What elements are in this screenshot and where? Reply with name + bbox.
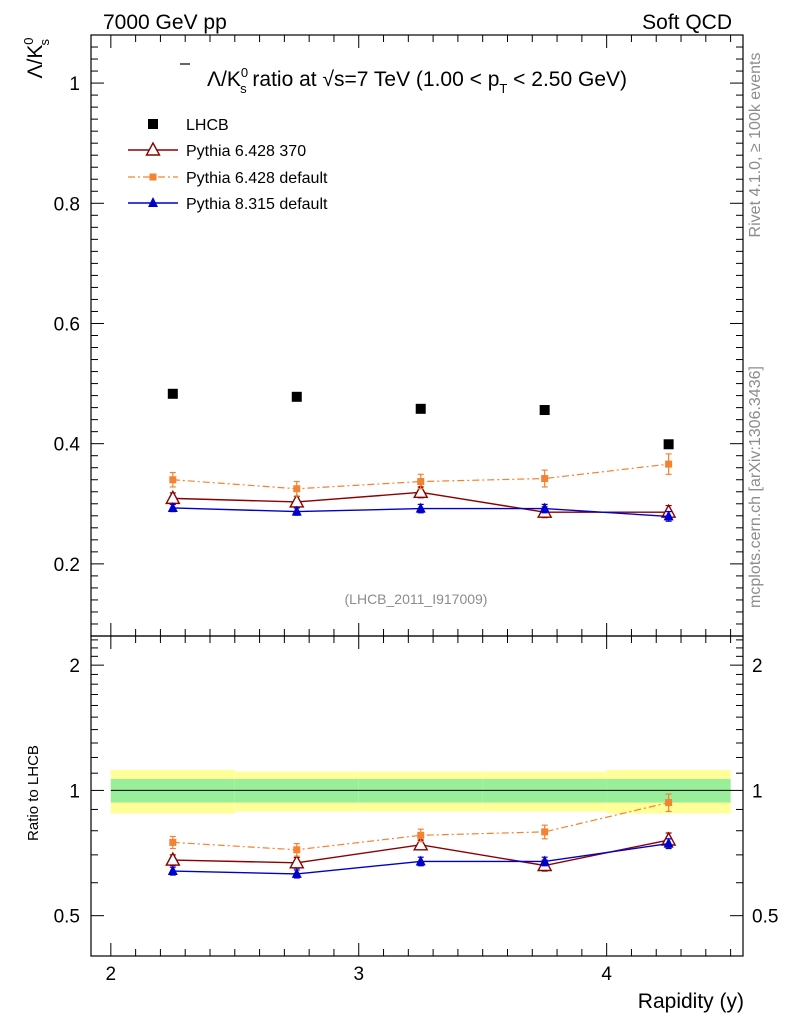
legend-label-py6_370: Pythia 6.428 370	[186, 143, 306, 160]
y-tick-label-main: 0.8	[54, 194, 80, 215]
legend-marker-data	[148, 119, 158, 129]
ratio-point-py6_default	[293, 846, 301, 854]
y-axis-label-ratio: Ratio to LHCB	[25, 745, 42, 841]
y-tick-label-ratio-right: 0.5	[752, 907, 778, 928]
legend: LHCB Pythia 6.428 370 Pythia 6.428 default…	[128, 117, 328, 213]
tick-layer: 2 3 4 0.2 0.4 0.6 0.8 1 0.5 0.5 1 1 2 2	[54, 35, 778, 985]
y-tick-label-ratio-right: 2	[752, 656, 763, 677]
main-point-py6_370	[413, 483, 429, 499]
ratio-point-py8_default	[415, 855, 426, 866]
ratio-point-py6_370	[165, 851, 181, 866]
ratio-plot-frame	[90, 635, 744, 957]
ratio-point-py6_default	[169, 838, 177, 846]
y-tick-label-main: 0.2	[54, 555, 80, 576]
main-point-py8_default	[167, 501, 178, 512]
ratio-point-py6_370	[289, 854, 305, 869]
ratio-point-py6_default	[417, 831, 425, 839]
main-point-data	[291, 391, 302, 402]
ratio-point-py8_default	[291, 867, 302, 878]
svg-text:Λ/K0s: Λ/K0s	[21, 37, 52, 78]
ratio-point-py6_default	[665, 799, 673, 807]
series-layer	[165, 388, 677, 879]
category-label: Soft QCD	[642, 11, 732, 34]
x-tick-label: 3	[353, 964, 364, 985]
legend-marker-py8_default	[148, 197, 158, 207]
y-tick-label-ratio-right: 1	[752, 781, 763, 802]
chart-title: Λ/K0 s ratio at √s=7 TeV (1.00 < pT < 2.5…	[207, 65, 627, 96]
main-point-data	[415, 403, 426, 414]
ratio-point-py8_default	[663, 837, 674, 848]
x-tick-label: 2	[106, 964, 117, 985]
main-point-py8_default	[663, 510, 674, 521]
y-axis-label-main: Λ/K0s	[21, 37, 52, 78]
legend-marker-py6_370	[145, 141, 161, 156]
main-point-py6_370	[165, 489, 181, 505]
y-tick-label-ratio-left: 1	[69, 781, 80, 802]
analysis-watermark: (LHCB_2011_I917009)	[345, 591, 488, 607]
main-point-py6_default	[541, 475, 549, 483]
main-point-py6_default	[169, 476, 177, 484]
main-point-data	[663, 439, 674, 450]
main-point-py6_default	[417, 478, 425, 486]
ratio-point-py6_default	[541, 828, 549, 836]
legend-label-py8_default: Pythia 8.315 default	[186, 196, 328, 213]
y-tick-label-main: 1	[69, 74, 80, 95]
main-point-py6_default	[665, 460, 673, 468]
energy-label: 7000 GeV pp	[103, 11, 227, 34]
y-tick-label-ratio-left: 2	[69, 656, 80, 677]
main-point-py8_default	[291, 505, 302, 516]
main-point-data	[539, 405, 550, 416]
y-tick-label-main: 0.6	[54, 314, 80, 335]
main-point-py8_default	[415, 502, 426, 513]
ratio-band-layer	[110, 769, 731, 814]
rivet-version-label: Rivet 4.1.0, ≥ 100k events	[747, 53, 764, 238]
legend-label-py6_default: Pythia 6.428 default	[186, 170, 328, 187]
y-tick-label-main: 0.4	[54, 435, 81, 456]
x-axis-label: Rapidity (y)	[638, 990, 744, 1013]
legend-marker-py6_default	[149, 173, 157, 181]
source-label: mcplots.cern.ch [arXiv:1306.3436]	[747, 366, 764, 608]
ratio-point-py8_default	[167, 865, 178, 876]
main-point-py8_default	[539, 502, 550, 513]
x-tick-label: 4	[601, 964, 612, 985]
ratio-point-py8_default	[539, 855, 550, 866]
y-tick-label-ratio-left: 0.5	[54, 907, 80, 928]
ratio-point-py6_370	[413, 836, 429, 851]
legend-label-data: LHCB	[186, 117, 229, 134]
main-point-data	[167, 388, 178, 399]
main-point-py6_default	[293, 485, 301, 493]
ratio-line-py6_default	[172, 801, 669, 851]
